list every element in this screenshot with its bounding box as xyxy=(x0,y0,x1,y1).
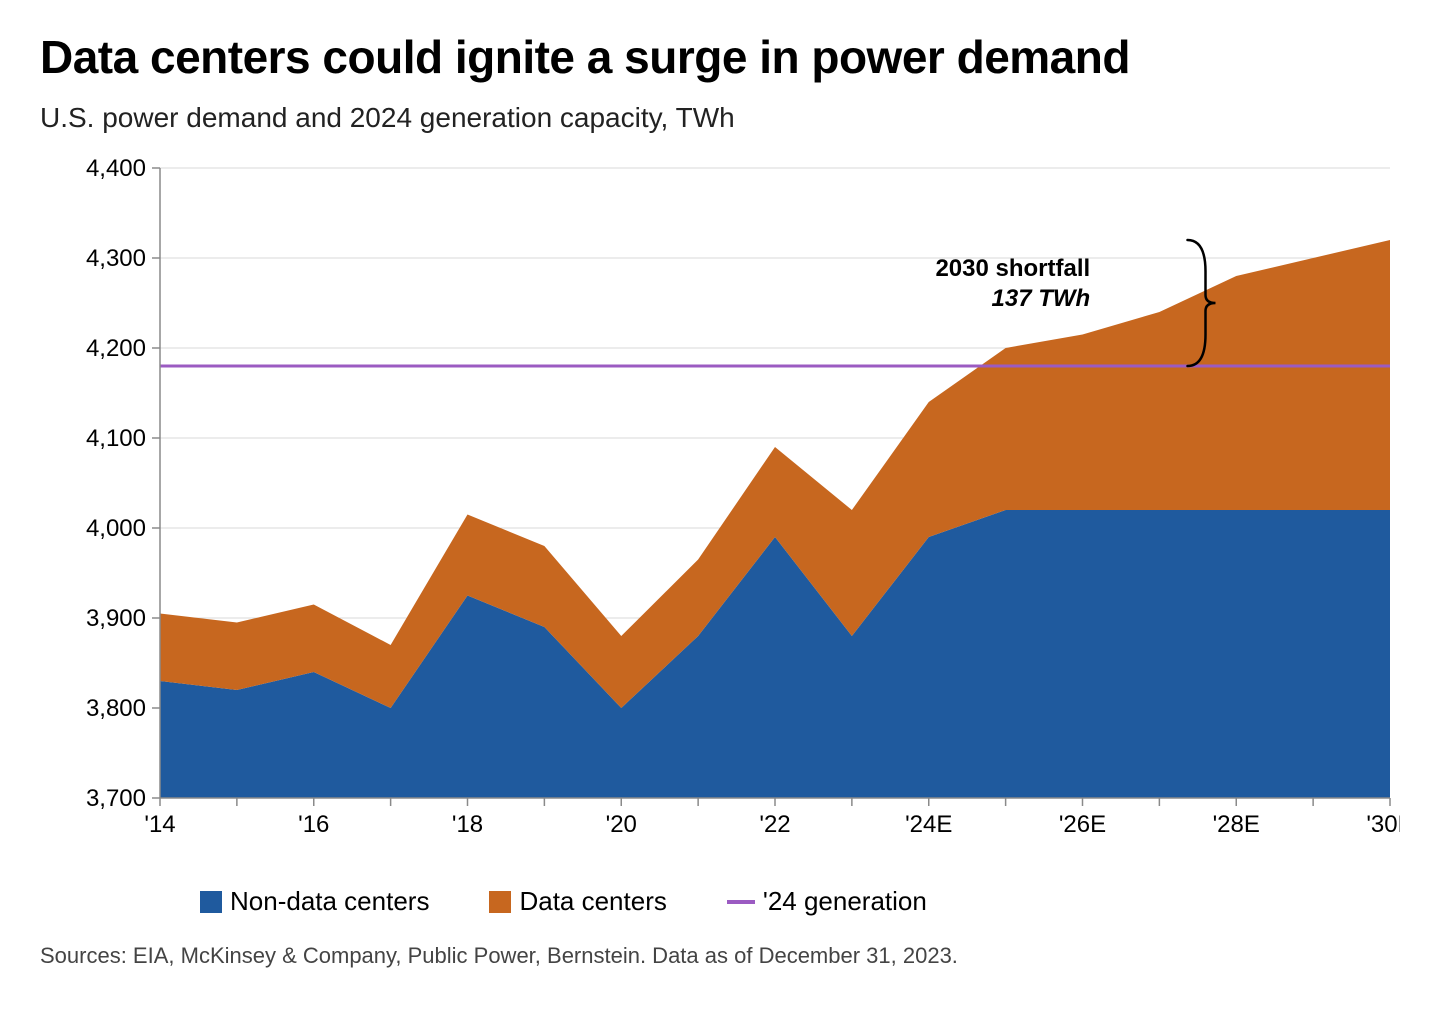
legend-label: Data centers xyxy=(519,886,666,917)
legend-label: '24 generation xyxy=(763,886,927,917)
chart-svg: 3,700 3,800 3,900 4,000 4,100 4,200 4,300 4,400… xyxy=(40,158,1400,878)
legend-color-swatch xyxy=(489,891,511,913)
legend: Non-data centers Data centers '24 generati… xyxy=(200,886,1400,917)
x-tick-label: '26E xyxy=(1059,811,1106,838)
legend-line-swatch xyxy=(727,900,755,904)
annotation-line2: 137 TWh xyxy=(992,285,1091,312)
y-tick-label: 4,100 xyxy=(86,425,146,452)
chart-area: 3,700 3,800 3,900 4,000 4,100 4,200 4,300 4,400… xyxy=(40,158,1400,878)
x-tick-label: '20 xyxy=(606,811,637,838)
legend-item: Non-data centers xyxy=(200,886,429,917)
x-tick-label: '14 xyxy=(144,811,175,838)
y-tick-label: 4,200 xyxy=(86,335,146,362)
chart-title: Data centers could ignite a surge in pow… xyxy=(40,30,1400,84)
legend-item: '24 generation xyxy=(727,886,927,917)
chart-subtitle: U.S. power demand and 2024 generation ca… xyxy=(40,102,1400,134)
x-tick-label: '22 xyxy=(759,811,790,838)
legend-color-swatch xyxy=(200,891,222,913)
y-tick-label: 4,300 xyxy=(86,245,146,272)
legend-item: Data centers xyxy=(489,886,666,917)
x-tick-label: '30E xyxy=(1366,811,1400,838)
y-tick-label: 3,800 xyxy=(86,695,146,722)
x-tick-label: '24E xyxy=(905,811,952,838)
sources-note: Sources: EIA, McKinsey & Company, Public… xyxy=(40,943,1400,969)
x-tick-label: '18 xyxy=(452,811,483,838)
y-tick-label: 3,900 xyxy=(86,605,146,632)
legend-label: Non-data centers xyxy=(230,886,429,917)
x-tick-label: '16 xyxy=(298,811,329,838)
y-tick-label: 3,700 xyxy=(86,785,146,812)
y-tick-label: 4,000 xyxy=(86,515,146,542)
x-tick-label: '28E xyxy=(1213,811,1260,838)
annotation-line1: 2030 shortfall xyxy=(935,255,1090,282)
y-tick-label: 4,400 xyxy=(86,158,146,182)
